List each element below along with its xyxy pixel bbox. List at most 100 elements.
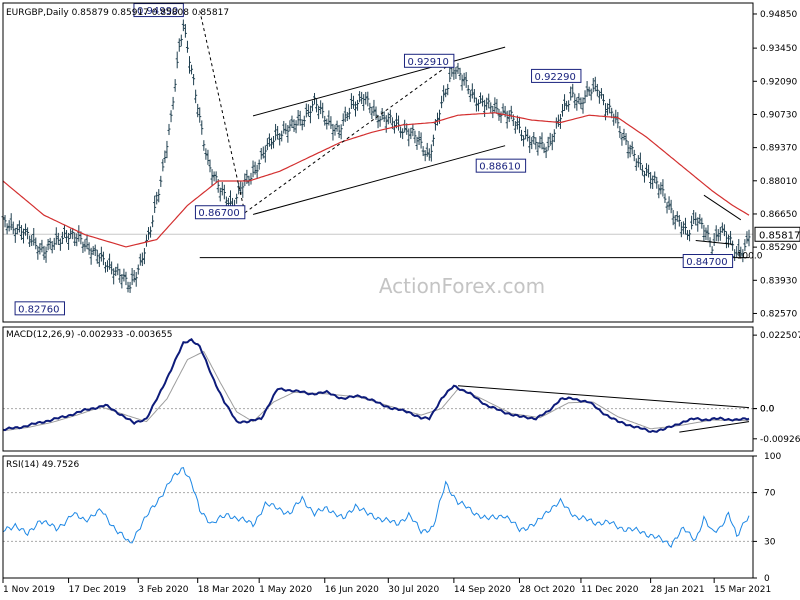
price-bar (638, 152, 642, 170)
price-bar (34, 237, 38, 250)
price-bar (655, 176, 659, 189)
price-bar (224, 196, 228, 207)
price-bar (269, 137, 273, 150)
price-bar (394, 112, 398, 129)
price-bar (577, 93, 581, 104)
price-bar (7, 220, 11, 232)
price-bar (198, 107, 202, 123)
x-axis-tick-label: 3 Feb 2020 (138, 585, 189, 595)
price-bar (206, 149, 210, 165)
price-header: EURGBP,Daily 0.85879 0.85917 0.85808 0.8… (6, 8, 229, 18)
price-bar (17, 220, 21, 233)
price-bar (470, 83, 474, 99)
price-bar (544, 146, 548, 159)
macd-signal-line (2, 350, 750, 432)
price-bar (11, 221, 15, 235)
price-bar (85, 234, 89, 250)
price-level-box (133, 3, 184, 18)
price-bar (515, 115, 519, 130)
price-bar (366, 91, 370, 107)
price-bar (122, 268, 126, 282)
price-bar (130, 268, 134, 286)
price-bar (296, 109, 300, 126)
macd-y-tick-label: -0.009262 (760, 435, 800, 445)
price-bar (645, 163, 649, 177)
price-bar (62, 224, 66, 238)
price-bar (196, 103, 200, 118)
price-bar (159, 175, 163, 187)
price-bar (302, 115, 306, 127)
macd-y-tick-label: 0.0 (760, 405, 775, 415)
price-trendline (252, 46, 506, 117)
price-bar (558, 113, 562, 129)
price-bar (298, 110, 302, 126)
price-bar (620, 133, 624, 146)
price-bar (446, 83, 450, 96)
current-price-box (754, 226, 800, 242)
price-bar (235, 193, 239, 204)
price-bar (241, 182, 245, 198)
price-bar (136, 264, 140, 275)
price-bar (476, 99, 480, 112)
price-bar (306, 104, 310, 117)
price-bar (183, 24, 187, 38)
price-bar (474, 97, 478, 112)
price-bar (337, 124, 341, 138)
price-bar (552, 129, 556, 143)
price-bar (38, 243, 42, 255)
price-bar (444, 88, 448, 98)
price-bar (597, 90, 601, 104)
price-bar (112, 268, 116, 285)
price-bar (118, 268, 122, 283)
price-bar (585, 81, 589, 97)
price-bar (481, 95, 485, 107)
price-bar (608, 98, 612, 114)
price-bar (317, 105, 321, 120)
price-bar (132, 269, 136, 283)
price-bar (36, 246, 40, 260)
price-bar (417, 130, 421, 145)
x-axis-tick-label: 30 Jul 2020 (388, 585, 439, 595)
price-bar (413, 130, 417, 144)
price-bar (67, 232, 71, 250)
price-bar (729, 230, 733, 245)
price-bar (169, 110, 173, 123)
price-bar (694, 212, 698, 226)
price-bar (77, 225, 81, 242)
panel-frames (2, 2, 754, 579)
rsi-y-tick-label: 0 (764, 574, 770, 584)
price-bar (563, 94, 567, 111)
price-bar (280, 130, 284, 142)
price-bar (583, 90, 587, 104)
price-bar (114, 266, 118, 277)
price-bar (210, 169, 214, 187)
price-bar (706, 224, 710, 241)
panel-frame-macd (2, 326, 754, 452)
price-bar (489, 102, 493, 113)
price-dashed-line (199, 10, 246, 213)
price-bar (128, 281, 132, 293)
price-bar (632, 149, 636, 162)
price-bar (690, 215, 694, 230)
price-bar (683, 217, 687, 235)
price-bar (526, 129, 530, 142)
price-bar (737, 239, 741, 257)
price-bar (509, 105, 513, 120)
price-bar (686, 230, 690, 240)
macd-header: MACD(12,26,9) -0.002933 -0.003655 (6, 330, 172, 340)
price-bar (259, 147, 263, 160)
price-bar (374, 106, 378, 120)
price-bar (21, 228, 25, 244)
price-bar (606, 103, 610, 116)
price-bar (628, 144, 632, 158)
price-bar (743, 239, 747, 251)
price-bar (696, 217, 700, 232)
price-bar (458, 67, 462, 81)
price-trendline (703, 194, 742, 221)
price-bar (423, 150, 427, 162)
price-bar (106, 260, 110, 272)
price-bar (79, 231, 83, 245)
price-bar (284, 123, 288, 135)
price-bar (618, 126, 622, 138)
price-bar (181, 19, 185, 32)
